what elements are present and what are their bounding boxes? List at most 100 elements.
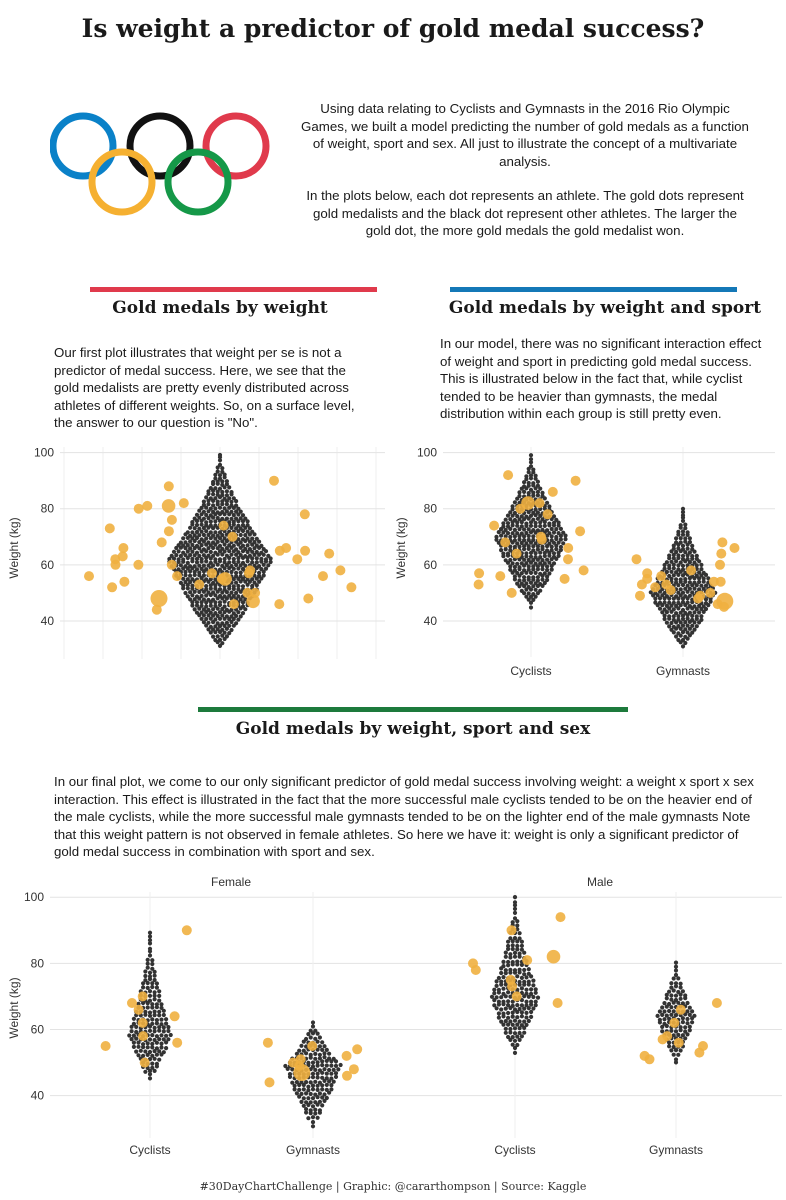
athlete-dot-gymnasts: [683, 640, 688, 646]
athlete-dot-male-cyclists: [512, 1038, 518, 1043]
athlete-dot-gymnasts: [683, 536, 688, 541]
athlete-dot-female-cyclists: [152, 977, 157, 983]
athlete-dot-female-gymnasts: [315, 1083, 320, 1088]
athlete-dot-gymnasts: [662, 616, 667, 622]
athlete-dot-male-cyclists: [529, 987, 534, 992]
athlete-dot-gymnasts: [669, 559, 674, 564]
athlete-dot-female-gymnasts: [315, 1075, 320, 1080]
athlete-dot-female-cyclists: [154, 1018, 159, 1023]
athlete-dot-female-gymnasts: [315, 1039, 320, 1044]
athlete-dot-all: [259, 567, 264, 572]
y-tick-label: 80: [31, 956, 45, 970]
athlete-dot-female-cyclists: [143, 1049, 148, 1054]
athlete-dot-all: [250, 560, 255, 565]
athlete-dot-cyclists: [526, 575, 531, 580]
athlete-dot-male-cyclists: [517, 951, 522, 956]
athlete-dot-all: [220, 466, 225, 471]
gold-medalist-dot-male-gymnasts: [711, 998, 722, 1008]
athlete-dot-male-cyclists: [512, 895, 518, 900]
athlete-dot-male-cyclists: [535, 995, 541, 1000]
athlete-dot-cyclists: [505, 524, 511, 529]
gold-medalist-dot-all: [218, 520, 229, 531]
athlete-dot-gymnasts: [680, 607, 686, 613]
athlete-dot-all: [197, 553, 202, 558]
athlete-dot-gymnasts: [692, 627, 697, 632]
athlete-dot-female-gymnasts: [333, 1074, 339, 1079]
athlete-dot-cyclists: [538, 550, 543, 555]
athlete-dot-all: [245, 549, 250, 555]
athlete-dot-male-gymnasts: [676, 1000, 681, 1005]
athlete-dot-cyclists: [519, 520, 524, 525]
athlete-dot-all: [190, 603, 195, 608]
athlete-dot-female-cyclists: [152, 1013, 157, 1018]
athlete-dot-cyclists: [556, 553, 561, 558]
athlete-dot-cyclists: [501, 521, 506, 526]
athlete-dot-all: [236, 617, 241, 622]
athlete-dot-all: [268, 559, 273, 565]
athlete-dot-cyclists: [526, 527, 531, 532]
athlete-dot-female-gymnasts: [294, 1080, 299, 1085]
intro-paragraph-2: In the plots below, each dot represents …: [306, 188, 744, 238]
athlete-dot-cyclists: [542, 580, 547, 586]
athlete-dot-female-gymnasts: [310, 1115, 316, 1120]
athlete-dot-cyclists: [522, 544, 527, 549]
athlete-dot-all: [206, 516, 211, 521]
athlete-dot-all: [254, 549, 259, 555]
athlete-dot-male-cyclists: [501, 959, 506, 964]
gold-medalist-dot-all: [324, 548, 335, 559]
athlete-dot-cyclists: [524, 474, 529, 479]
athlete-dot-male-cyclists: [499, 995, 504, 1000]
athlete-dot-cyclists: [545, 567, 550, 573]
y-tick-label: 60: [41, 558, 55, 572]
athlete-dot-male-gymnasts: [680, 1001, 686, 1006]
athlete-dot-female-gymnasts: [320, 1103, 325, 1108]
athlete-dot-all: [236, 523, 241, 528]
athlete-dot-all: [220, 493, 225, 498]
athlete-dot-male-cyclists: [519, 1014, 525, 1019]
athlete-dot-female-cyclists: [141, 985, 146, 990]
athlete-dot-female-cyclists: [164, 1046, 169, 1051]
athlete-dot-male-gymnasts: [667, 1016, 672, 1021]
athlete-dot-cyclists: [517, 578, 522, 583]
athlete-dot-male-cyclists: [515, 1003, 520, 1008]
athlete-dot-gymnasts: [669, 576, 674, 581]
athlete-dot-all: [247, 532, 252, 537]
athlete-dot-all: [211, 509, 216, 515]
athlete-dot-female-cyclists: [157, 1049, 162, 1054]
gold-medalist-dot-female-cyclists: [137, 991, 148, 1002]
athlete-dot-gymnasts: [680, 600, 686, 605]
gold-medalist-dot-all: [303, 593, 314, 604]
athlete-dot-gymnasts: [697, 570, 702, 575]
athlete-dot-cyclists: [505, 521, 511, 526]
athlete-dot-all: [206, 607, 211, 612]
athlete-dot-all: [185, 530, 190, 535]
athlete-dot-gymnasts: [685, 630, 690, 635]
athlete-dot-gymnasts: [690, 547, 695, 552]
athlete-dot-gymnasts: [671, 546, 676, 551]
athlete-dot-all: [217, 616, 223, 621]
athlete-dot-all: [181, 557, 186, 562]
athlete-dot-male-cyclists: [526, 967, 531, 972]
athlete-dot-all: [266, 563, 271, 568]
athlete-dot-gymnasts: [662, 590, 667, 596]
athlete-dot-gymnasts: [669, 569, 674, 574]
athlete-dot-female-gymnasts: [317, 1056, 322, 1061]
athlete-dot-cyclists: [549, 538, 554, 543]
athlete-dot-all: [217, 458, 223, 463]
section3-title: Gold medals by weight, sport and sex: [235, 719, 591, 739]
athlete-dot-male-gymnasts: [671, 988, 676, 993]
athlete-dot-all: [213, 611, 218, 616]
athlete-dot-gymnasts: [697, 603, 702, 608]
athlete-dot-gymnasts: [676, 529, 681, 534]
athlete-dot-all: [213, 550, 218, 555]
athlete-dot-all: [217, 476, 223, 481]
athlete-dot-female-cyclists: [129, 1024, 134, 1029]
y-tick-label: 40: [31, 1089, 45, 1103]
athlete-dot-cyclists: [524, 530, 529, 536]
athlete-dot-all: [236, 587, 241, 592]
athlete-dot-cyclists: [522, 578, 527, 583]
athlete-dot-all: [183, 540, 188, 545]
athlete-dot-female-gymnasts: [313, 1051, 318, 1056]
gold-medalist-dot-cyclists: [495, 571, 506, 582]
athlete-dot-female-cyclists: [131, 1044, 136, 1049]
